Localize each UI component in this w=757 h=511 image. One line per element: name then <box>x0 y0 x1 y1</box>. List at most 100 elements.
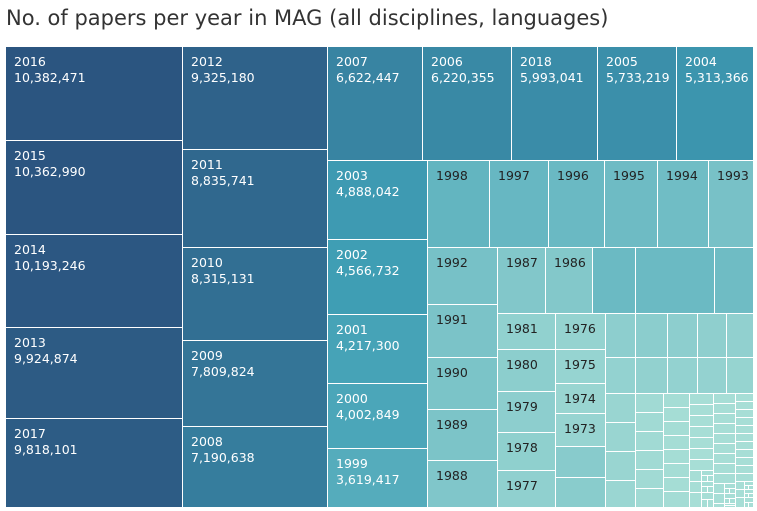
tile-year: 1979 <box>506 399 538 414</box>
tile-2010: 2010 8,315,131 <box>183 248 328 341</box>
tile-small <box>736 426 754 434</box>
tile-small <box>664 422 690 436</box>
tile-label-1987: 1987 <box>506 255 538 271</box>
tile-small <box>606 481 636 508</box>
tile-2009: 2009 7,809,824 <box>183 341 328 427</box>
tile-label-2000: 2000 4,002,849 <box>336 391 400 423</box>
tile-2017: 2017 9,818,101 <box>6 419 183 508</box>
tile-small <box>593 248 636 314</box>
tile-label-1988: 1988 <box>436 468 468 484</box>
tile-1980: 1980 <box>498 350 556 392</box>
tile-small <box>698 314 727 358</box>
tile-small <box>606 358 636 394</box>
tile-small <box>702 482 714 487</box>
tile-1988: 1988 <box>428 461 498 508</box>
tile-small <box>745 486 749 490</box>
tile-value: 3,619,417 <box>336 472 400 487</box>
tile-year: 1995 <box>613 168 645 183</box>
tile-year: 1992 <box>436 255 468 270</box>
tile-1977: 1977 <box>498 471 556 508</box>
tile-1978: 1978 <box>498 433 556 471</box>
tile-small <box>664 450 690 464</box>
tile-label-1977: 1977 <box>506 478 538 494</box>
tile-year: 2006 <box>431 54 463 69</box>
tile-1991: 1991 <box>428 305 498 358</box>
tile-year: 1989 <box>436 417 468 432</box>
tile-small <box>698 358 727 394</box>
tile-label-1986: 1986 <box>554 255 586 271</box>
tile-label-2011: 2011 8,835,741 <box>191 157 255 189</box>
tile-label-2009: 2009 7,809,824 <box>191 348 255 380</box>
tile-small <box>715 248 754 314</box>
tile-year: 2018 <box>520 54 552 69</box>
tile-small <box>690 394 714 405</box>
tile-2018: 2018 5,993,041 <box>512 47 598 161</box>
tile-small <box>702 471 714 476</box>
tile-1974: 1974 <box>556 384 606 414</box>
tile-label-2016: 2016 10,382,471 <box>14 54 86 86</box>
tile-year: 1974 <box>564 391 596 406</box>
tile-year: 1988 <box>436 468 468 483</box>
tile-1976: 1976 <box>556 314 606 350</box>
tile-small <box>727 358 754 394</box>
tile-year: 2014 <box>14 242 46 257</box>
tile-small <box>725 494 736 499</box>
tile-small <box>636 413 664 432</box>
tile-value: 10,362,990 <box>14 164 86 179</box>
tile-value: 7,190,638 <box>191 450 255 465</box>
tile-small <box>606 423 636 452</box>
tile-value: 9,818,101 <box>14 442 78 457</box>
tile-small <box>668 314 698 358</box>
tile-small <box>725 489 730 494</box>
tile-small <box>690 493 702 508</box>
tile-value: 9,924,874 <box>14 351 78 366</box>
tile-label-1981: 1981 <box>506 321 538 337</box>
tile-2008: 2008 7,190,638 <box>183 427 328 508</box>
tile-value: 9,325,180 <box>191 70 255 85</box>
tile-year: 2010 <box>191 255 223 270</box>
tile-year: 2004 <box>685 54 717 69</box>
tile-1996: 1996 <box>549 161 605 248</box>
tile-small <box>736 450 754 458</box>
tile-value: 6,220,355 <box>431 70 495 85</box>
tile-small <box>606 394 636 423</box>
tile-small <box>690 438 714 449</box>
tile-year: 1999 <box>336 456 368 471</box>
tile-1990: 1990 <box>428 358 498 410</box>
tile-small <box>668 358 698 394</box>
tile-year: 2017 <box>14 426 46 441</box>
tile-small <box>664 436 690 450</box>
tile-value: 5,313,366 <box>685 70 749 85</box>
tile-year: 2012 <box>191 54 223 69</box>
tile-1979: 1979 <box>498 392 556 433</box>
tile-label-1997: 1997 <box>498 168 530 184</box>
tile-small <box>690 405 714 416</box>
tile-2007: 2007 6,622,447 <box>328 47 423 161</box>
tile-2015: 2015 10,362,990 <box>6 141 183 235</box>
tile-label-1973: 1973 <box>564 421 596 437</box>
tile-label-2005: 2005 5,733,219 <box>606 54 670 86</box>
tile-year: 1975 <box>564 357 596 372</box>
tile-2013: 2013 9,924,874 <box>6 328 183 419</box>
tile-small <box>749 494 754 498</box>
tile-year: 1987 <box>506 255 538 270</box>
tile-2002: 2002 4,566,732 <box>328 240 428 315</box>
tile-small <box>702 487 708 493</box>
tile-year: 2007 <box>336 54 368 69</box>
tile-small <box>749 503 754 508</box>
tile-small <box>636 470 664 489</box>
tile-label-1992: 1992 <box>436 255 468 271</box>
tile-year: 2002 <box>336 247 368 262</box>
tile-1987: 1987 <box>498 248 546 314</box>
tile-label-1979: 1979 <box>506 399 538 415</box>
tile-label-2012: 2012 9,325,180 <box>191 54 255 86</box>
tile-small <box>714 454 736 464</box>
tile-small <box>690 449 714 460</box>
tile-year: 2001 <box>336 322 368 337</box>
tile-label-1995: 1995 <box>613 168 645 184</box>
tile-small <box>736 458 754 466</box>
tile-small <box>730 489 736 494</box>
tile-1989: 1989 <box>428 410 498 461</box>
tile-1986: 1986 <box>546 248 593 314</box>
